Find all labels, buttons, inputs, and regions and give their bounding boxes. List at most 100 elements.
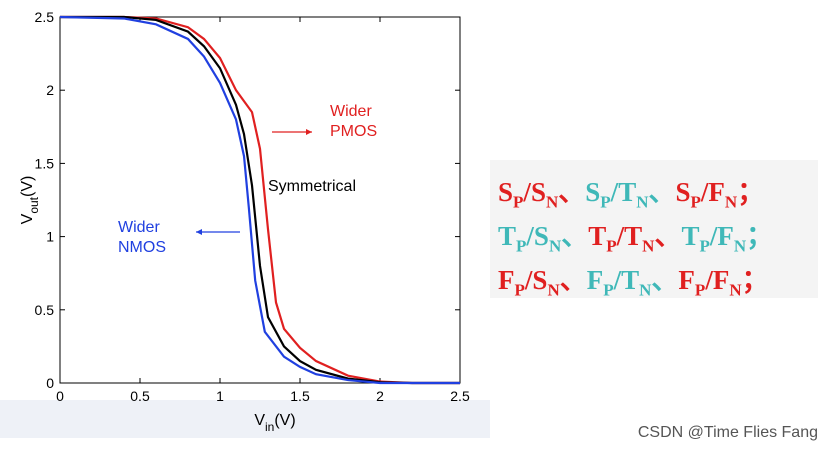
subscript: P	[603, 280, 614, 300]
symbol: T	[588, 221, 607, 251]
chart: Vin(V) Vout(V) 0 0.5 1 1.5 2 2.500.511.522.5W…	[0, 9, 490, 438]
notation-item: FP/SN、	[498, 265, 587, 299]
bottom-band	[0, 400, 490, 438]
separator: /	[616, 221, 625, 251]
notation-item: SP/SN、	[498, 177, 586, 211]
curve	[59, 15, 460, 385]
arrows	[196, 129, 312, 235]
annotation-line: Wider	[118, 219, 160, 236]
subscript: N	[642, 236, 655, 256]
x-label-main: V	[254, 412, 265, 429]
symbol: T	[681, 221, 700, 251]
symbol: S	[498, 177, 514, 207]
annotation-line: Wider	[330, 103, 372, 120]
symbol: F	[678, 265, 695, 295]
separator: /	[523, 177, 531, 207]
symbol: T	[618, 177, 637, 207]
arrow-head	[196, 229, 202, 235]
symbol: F	[712, 265, 730, 295]
symbol: F	[708, 177, 725, 207]
separator: /	[709, 221, 718, 251]
subscript: P	[699, 236, 710, 256]
symbol: F	[717, 221, 734, 251]
x-tick-label: 0.5	[130, 388, 150, 404]
notation-item: TP/TN、	[588, 221, 682, 255]
subscript: N	[639, 280, 652, 300]
symbol: S	[532, 265, 548, 295]
y-label-main: V	[19, 213, 36, 224]
annotation-line: NMOS	[118, 239, 166, 256]
notation-item: FP/TN、	[586, 265, 679, 299]
separator: /	[613, 265, 622, 295]
y-label-sub: out	[27, 196, 41, 213]
notation-row: TP/SN、TP/TN、TP/FN；	[498, 214, 773, 256]
curve	[60, 15, 460, 385]
notation-panel: SP/SN、SP/TN、SP/FN； TP/SN、TP/TN、TP/FN； FP/S…	[490, 160, 818, 300]
separator: /	[524, 265, 533, 295]
y-tick-label: 2.5	[35, 9, 55, 25]
notation-item: SP/FN；	[675, 177, 765, 211]
y-tick-label: 1	[46, 229, 54, 245]
x-label-sub: in	[265, 420, 274, 434]
separator: /	[700, 177, 709, 207]
annotation: Wider NMOS	[118, 219, 166, 256]
y-tick-label: 2	[46, 82, 54, 98]
plot-frame	[59, 16, 461, 384]
x-tick-label: 1.5	[290, 388, 310, 404]
subscript: N	[733, 236, 747, 256]
separator: /	[526, 221, 534, 251]
subscript: P	[606, 236, 617, 256]
punctuation: 、	[651, 265, 679, 295]
punctuation: 、	[561, 221, 589, 251]
punctuation: 、	[559, 265, 587, 295]
y-label-rest: (V)	[19, 176, 36, 197]
curve	[60, 15, 460, 385]
x-tick-label: 0	[56, 388, 64, 404]
notation-row: SP/SN、SP/TN、SP/FN；	[498, 170, 764, 212]
symbol: S	[530, 177, 546, 207]
subscript: P	[513, 192, 524, 212]
subscript: P	[514, 280, 525, 300]
watermark: CSDN @Time Flies Fang	[637, 424, 818, 441]
subscript: N	[724, 192, 738, 212]
subscript: P	[600, 192, 611, 212]
subscript: N	[547, 280, 560, 300]
x-axis-label: Vin(V)	[254, 412, 295, 434]
x-tick-label: 2.5	[450, 388, 470, 404]
subscript: N	[545, 192, 559, 212]
symbol: S	[533, 221, 549, 251]
notation-row: FP/SN、FP/TN、FP/FN；	[498, 258, 769, 300]
x-tick-label: 2	[376, 388, 384, 404]
subscript: N	[729, 280, 742, 300]
subscript: P	[516, 236, 527, 256]
subscript: N	[548, 236, 562, 256]
symbol: T	[498, 221, 517, 251]
notation-item: TP/SN、	[498, 221, 589, 255]
y-axis-label: Vout(V)	[19, 176, 41, 225]
x-tick-label: 1	[216, 388, 224, 404]
arrow-head	[306, 129, 312, 135]
annotation-line: PMOS	[330, 123, 377, 140]
symbol: S	[675, 177, 691, 207]
annotation: Symmetrical	[268, 178, 356, 195]
notation-item: SP/TN、	[585, 177, 675, 211]
y-tick-label: 1.5	[35, 155, 55, 171]
notation-item: TP/FN；	[681, 221, 774, 255]
subscript: P	[694, 280, 706, 300]
notation-item: FP/FN；	[678, 265, 769, 299]
punctuation: 、	[654, 221, 682, 251]
x-label-rest: (V)	[274, 412, 295, 429]
symbol: T	[624, 221, 643, 251]
symbol: F	[498, 265, 515, 295]
punctuation: ；	[741, 265, 769, 295]
annotation-line: Symmetrical	[268, 178, 356, 195]
punctuation: 、	[558, 177, 586, 207]
subscript: N	[636, 192, 649, 212]
punctuation: ；	[746, 221, 774, 251]
separator: /	[610, 177, 619, 207]
separator: /	[705, 265, 713, 295]
punctuation: ；	[737, 177, 765, 207]
annotation: Wider PMOS	[330, 103, 377, 140]
symbol: F	[586, 265, 604, 295]
